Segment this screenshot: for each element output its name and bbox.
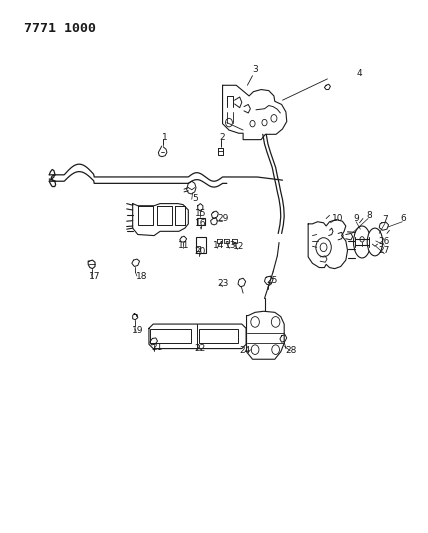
Text: 5: 5 <box>192 194 198 203</box>
Text: 23: 23 <box>217 279 228 288</box>
Text: 29: 29 <box>217 214 228 223</box>
Text: 7: 7 <box>382 215 388 224</box>
Bar <box>197 218 205 225</box>
Text: 19: 19 <box>132 326 143 335</box>
Bar <box>199 329 238 343</box>
Text: 20: 20 <box>195 247 206 256</box>
Text: 18: 18 <box>136 272 147 280</box>
Text: 13: 13 <box>225 241 236 249</box>
Text: 14: 14 <box>213 241 224 249</box>
Text: 27: 27 <box>379 246 390 255</box>
Ellipse shape <box>367 228 383 256</box>
Text: 26: 26 <box>379 238 390 246</box>
Text: 7771 1000: 7771 1000 <box>24 22 95 35</box>
Bar <box>150 329 191 343</box>
Text: 21: 21 <box>152 343 163 352</box>
Ellipse shape <box>354 226 371 258</box>
Text: 24: 24 <box>239 346 250 355</box>
Bar <box>196 237 206 253</box>
Text: 11: 11 <box>178 241 190 249</box>
Text: 15: 15 <box>195 209 206 217</box>
Text: 4: 4 <box>357 69 363 78</box>
Text: 12: 12 <box>233 242 244 251</box>
Text: 28: 28 <box>285 346 297 355</box>
Text: 8: 8 <box>366 211 372 220</box>
Text: 22: 22 <box>195 344 206 353</box>
Text: 16: 16 <box>195 220 206 228</box>
Text: 1: 1 <box>162 133 168 142</box>
Text: 17: 17 <box>89 272 101 280</box>
Text: 2: 2 <box>220 133 226 142</box>
Text: 25: 25 <box>266 276 277 285</box>
Text: 6: 6 <box>400 214 406 223</box>
Text: 9: 9 <box>353 214 359 223</box>
Text: 10: 10 <box>332 214 343 223</box>
Text: 3: 3 <box>252 65 258 74</box>
